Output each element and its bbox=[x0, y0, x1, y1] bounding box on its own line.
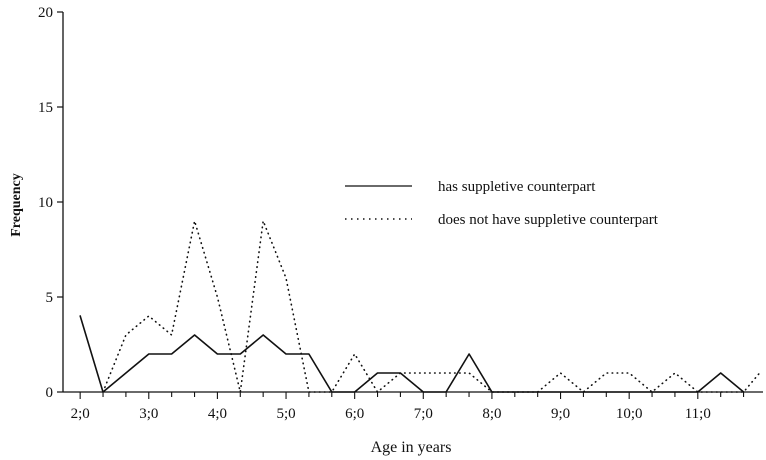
y-tick-label: 15 bbox=[38, 100, 53, 116]
x-tick-label: 8;0 bbox=[482, 406, 501, 422]
x-tick-label: 10;0 bbox=[616, 406, 643, 422]
x-tick-label: 6;0 bbox=[345, 406, 364, 422]
y-tick-label: 0 bbox=[46, 385, 54, 401]
y-tick-label: 20 bbox=[38, 5, 53, 21]
x-tick-label: 3;0 bbox=[139, 406, 158, 422]
axes bbox=[62, 12, 763, 393]
series-line-1 bbox=[102, 220, 761, 393]
legend-label-no-suppletive: does not have suppletive counterpart bbox=[438, 212, 659, 228]
x-tick-label: 2;0 bbox=[71, 406, 90, 422]
legend: has suppletive counterpart does not have… bbox=[345, 179, 659, 228]
y-tick-label: 10 bbox=[38, 195, 53, 211]
x-tick-label: 5;0 bbox=[276, 406, 295, 422]
y-axis-title: Frequency bbox=[9, 173, 24, 237]
y-tick-label: 5 bbox=[46, 290, 54, 306]
x-tick-label: 7;0 bbox=[414, 406, 433, 422]
x-tick-label: 11;0 bbox=[685, 406, 711, 422]
plot-lines bbox=[79, 220, 761, 393]
x-tick-label: 9;0 bbox=[551, 406, 570, 422]
ticks: 0 5 10 15 20 2;0 3;0 4;0 5;0 6;0 7;0 8;0 9;0 10;0 11;0 bbox=[38, 5, 745, 422]
legend-label-has-suppletive: has suppletive counterpart bbox=[438, 179, 596, 195]
x-axis-title: Age in years bbox=[371, 439, 452, 456]
series-line-0 bbox=[79, 315, 745, 393]
x-tick-label: 4;0 bbox=[208, 406, 227, 422]
